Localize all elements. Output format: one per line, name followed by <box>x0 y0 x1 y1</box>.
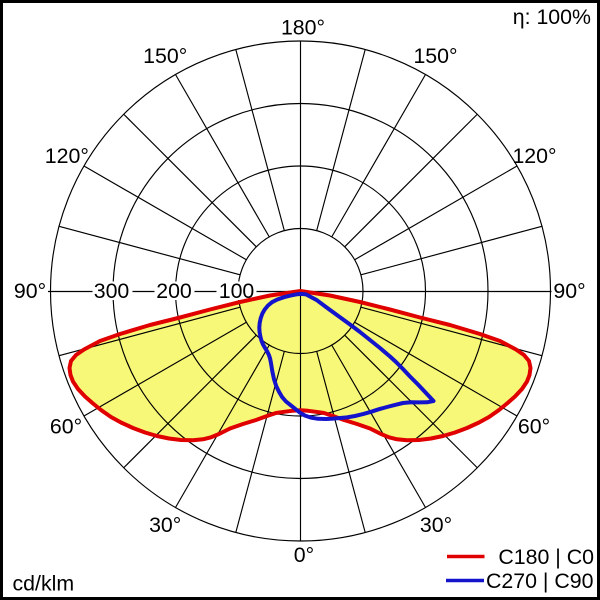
svg-text:120°: 120° <box>45 144 89 168</box>
svg-text:150°: 150° <box>143 44 187 68</box>
svg-text:60°: 60° <box>518 414 550 438</box>
svg-text:30°: 30° <box>420 513 452 537</box>
svg-text:η: 100%: η: 100% <box>513 5 591 29</box>
svg-text:120°: 120° <box>512 144 556 168</box>
svg-text:60°: 60° <box>50 414 82 438</box>
svg-text:C270 | C90: C270 | C90 <box>486 569 594 593</box>
svg-text:180°: 180° <box>281 15 325 39</box>
svg-text:200: 200 <box>156 279 192 303</box>
svg-text:90°: 90° <box>553 279 585 303</box>
svg-text:C180 | C0: C180 | C0 <box>498 545 594 569</box>
svg-text:150°: 150° <box>413 44 457 68</box>
svg-text:100: 100 <box>219 279 255 303</box>
svg-text:cd/klm: cd/klm <box>13 572 75 596</box>
svg-text:30°: 30° <box>149 513 181 537</box>
svg-text:0°: 0° <box>294 543 314 567</box>
svg-text:90°: 90° <box>14 279 46 303</box>
svg-text:300: 300 <box>94 279 130 303</box>
